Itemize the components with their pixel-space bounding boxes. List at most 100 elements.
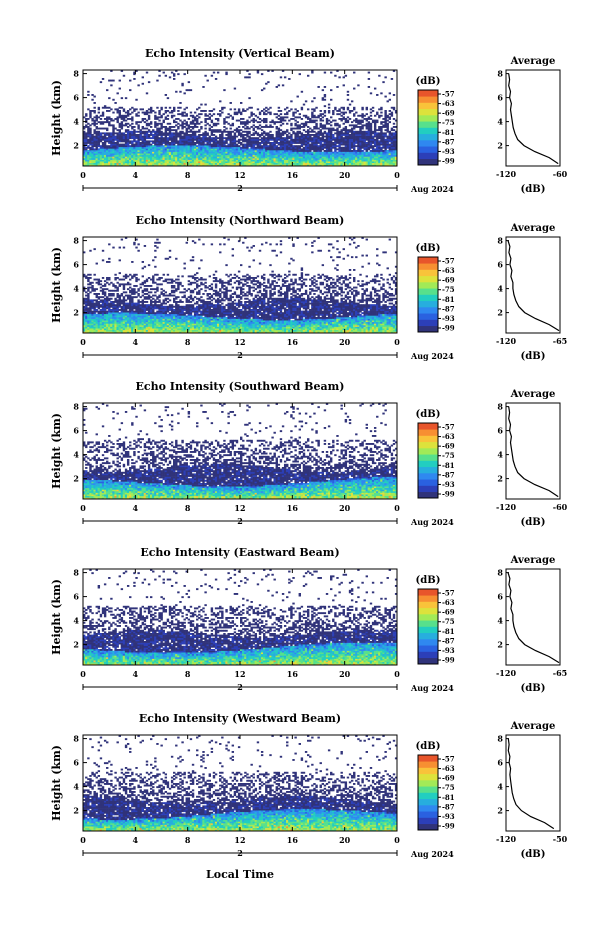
heatmap-cell [246,139,248,141]
heatmap-cell [171,115,173,117]
heatmap-cell [288,132,290,134]
heatmap-cell [192,120,194,122]
heatmap-cell [232,131,234,133]
heatmap-cell [292,118,294,120]
heatmap-cell [273,137,275,139]
heatmap-cell [131,123,133,125]
heatmap-cell [244,134,246,136]
heatmap-cell [169,126,171,128]
heatmap-cell [294,145,296,147]
heatmap-cell [194,112,196,114]
heatmap-cell [188,134,190,136]
heatmap-cell [265,132,267,134]
heatmap-cell [196,118,198,120]
heatmap-cell [137,112,139,114]
heatmap-cell [179,91,181,93]
heatmap-cell [131,116,133,118]
heatmap-cell [119,129,121,131]
heatmap-cell [188,89,190,91]
heatmap-cell [110,124,112,126]
heatmap-cell [282,116,284,118]
heatmap-cell [250,126,252,128]
panel-title: Echo Intensity (Vertical Beam) [145,47,335,60]
heatmap-cell [181,83,183,85]
heatmap-cell [181,131,183,133]
heatmap-cell [280,113,282,115]
heatmap-cell [223,137,225,139]
heatmap-cell [259,128,261,130]
heatmap-cell [253,137,255,139]
heatmap-cell [150,121,152,123]
heatmap-cell [280,110,282,112]
heatmap-cell [209,128,211,130]
heatmap-cell [140,121,142,123]
heatmap-cell [93,136,95,138]
heatmap-cell [167,123,169,125]
heatmap-cell [110,118,112,120]
heatmap-cell [219,134,221,136]
heatmap-cell [183,126,185,128]
heatmap-cell [167,128,169,130]
heatmap-cell [137,134,139,136]
heatmap-cell [219,113,221,115]
heatmap-cell [121,121,123,123]
heatmap-cell [123,108,125,110]
heatmap-cell [213,113,215,115]
heatmap-cell [121,107,123,109]
heatmap-cell [179,102,181,104]
heatmap-cell [265,124,267,126]
heatmap-cell [240,118,242,120]
heatmap-cell [290,128,292,130]
heatmap-cell [112,99,114,101]
heatmap-cell [158,110,160,112]
heatmap-cell [119,88,121,90]
heatmap-cell [192,115,194,117]
heatmap-cell [163,113,165,115]
heatmap-cell [137,115,139,117]
heatmap-cell [234,88,236,90]
heatmap-cell [186,89,188,91]
heatmap-cell [271,134,273,136]
heatmap-cell [282,84,284,86]
heatmap-cell [242,126,244,128]
heatmap-cell [87,139,89,141]
heatmap-cell [165,107,167,109]
heatmap-cell [93,116,95,118]
heatmap-cell [286,134,288,136]
heatmap-cell [223,126,225,128]
heatmap-cell [223,89,225,91]
heatmap-cell [276,126,278,128]
heatmap-cell [169,142,171,144]
heatmap-cell [230,108,232,110]
heatmap-cell [261,137,263,139]
heatmap-cell [98,131,100,133]
heatmap-cell [213,72,215,74]
heatmap-cell [257,121,259,123]
heatmap-cell [171,72,173,74]
heatmap-cell [183,108,185,110]
heatmap-cell [278,107,280,109]
heatmap-cell [154,121,156,123]
heatmap-cell [146,92,148,94]
heatmap-cell [290,108,292,110]
heatmap-cell [85,124,87,126]
heatmap-cell [211,110,213,112]
heatmap-cell [154,131,156,133]
heatmap-cell [169,112,171,114]
heatmap-cell [125,115,127,117]
heatmap-cell [129,131,131,133]
heatmap-cell [261,126,263,128]
heatmap-cell [217,72,219,74]
heatmap-cell [135,131,137,133]
heatmap-cell [259,139,261,141]
heatmap-cell [91,94,93,96]
heatmap-cell [150,107,152,109]
heatmap-cell [294,112,296,114]
heatmap-cell [125,123,127,125]
heatmap-cell [131,126,133,128]
heatmap-cell [278,142,280,144]
heatmap-cell [146,140,148,142]
heatmap-cell [100,81,102,83]
heatmap-cell [121,144,123,146]
heatmap-cell [183,132,185,134]
